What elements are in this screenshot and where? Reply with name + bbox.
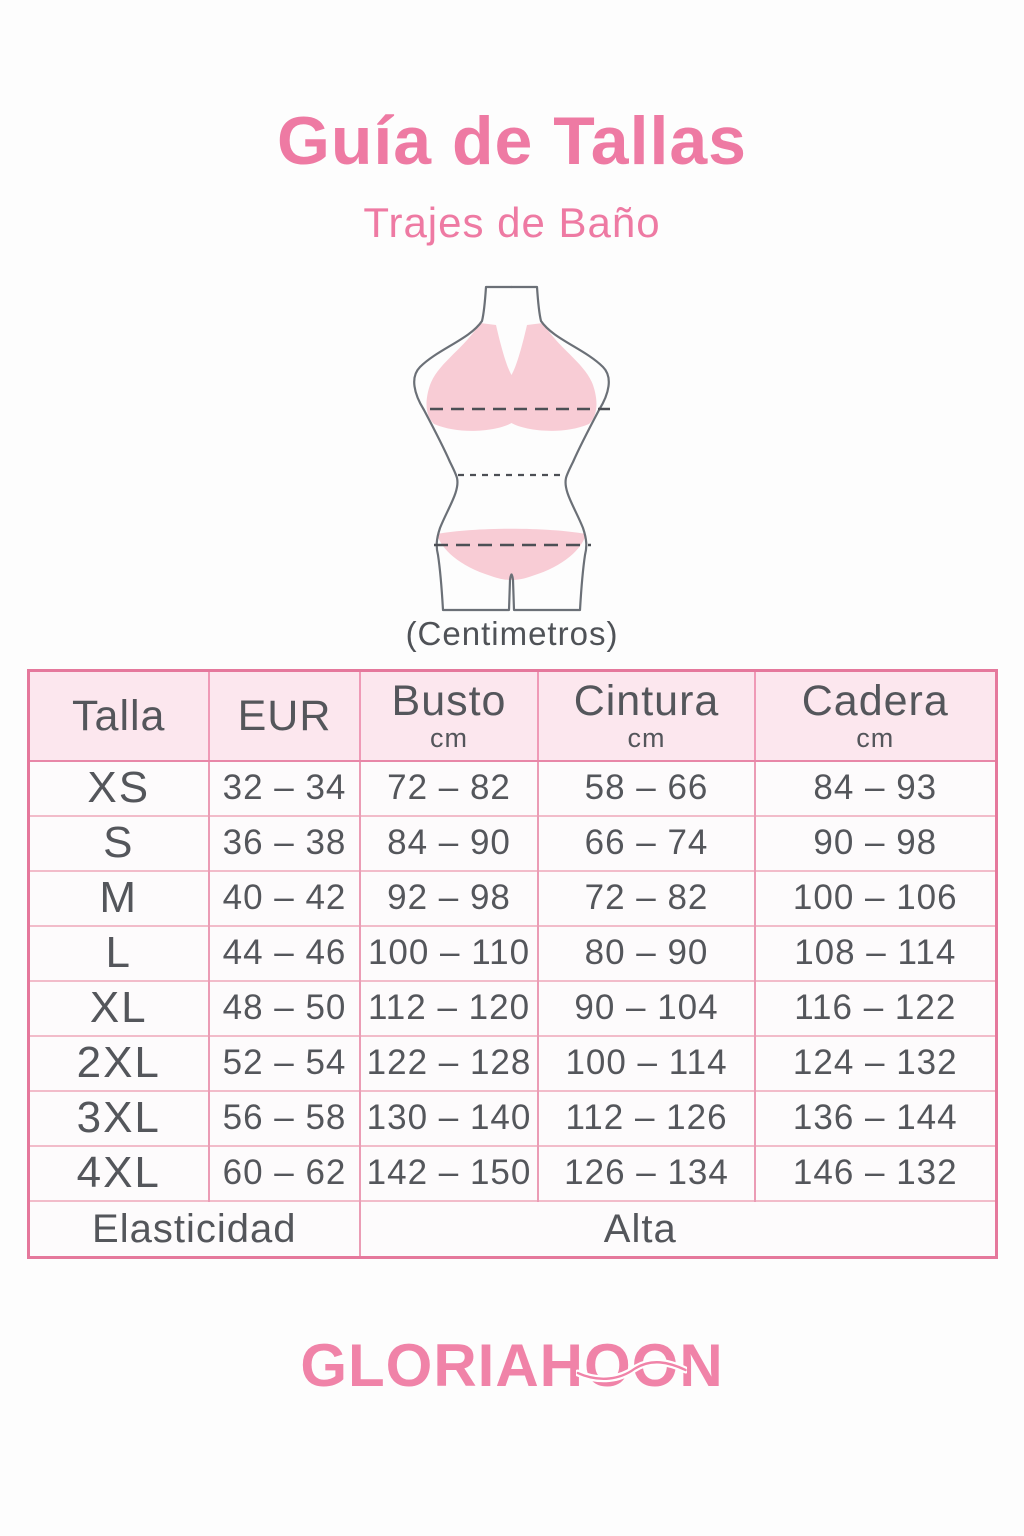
cintura-cell: 72 – 82 (537, 869, 755, 926)
busto-cell: 122 – 128 (359, 1034, 538, 1091)
cadera-cell: 100 – 106 (754, 869, 996, 926)
column-header-talla: Talla (28, 670, 209, 762)
mannequin-diagram (0, 277, 1024, 613)
cadera-cell: 116 – 122 (754, 979, 996, 1036)
page-subtitle: Trajes de Baño (363, 199, 661, 247)
busto-cell: 100 – 110 (359, 924, 538, 981)
brand-logo-suffix: N (679, 1332, 724, 1400)
eur-cell: 40 – 42 (208, 869, 360, 926)
mannequin-bikini-measurement-diagram-icon (413, 286, 610, 612)
size-table: Talla EUR Busto cm Cintura cm Cadera (26, 669, 998, 1260)
eur-cell: 44 – 46 (208, 924, 360, 981)
busto-cell: 130 – 140 (359, 1089, 538, 1146)
busto-cell: 142 – 150 (359, 1144, 538, 1201)
header-row: Talla EUR Busto cm Cintura cm Cadera (28, 670, 996, 762)
column-header-busto: Busto cm (359, 670, 538, 762)
eur-cell: 48 – 50 (208, 979, 360, 1036)
torso-outline (413, 286, 513, 612)
cadera-cell: 146 – 132 (754, 1144, 996, 1201)
elasticity-label: Elasticidad (28, 1199, 360, 1258)
units-label: (Centimetros) (405, 615, 619, 653)
size-cell: L (28, 924, 209, 981)
size-row-xl: XL 48 – 50 112 – 120 90 – 104 116 – 122 (28, 979, 996, 1036)
column-header-eur: EUR (208, 670, 360, 762)
size-row-m: M 40 – 42 92 – 98 72 – 82 100 – 106 (28, 869, 996, 926)
page-title: Guía de Tallas (276, 103, 747, 179)
busto-cell: 112 – 120 (359, 979, 538, 1036)
bikini-bottom-shape (437, 529, 586, 581)
column-header-cintura: Cintura cm (537, 670, 755, 762)
size-row-xs: XS 32 – 34 72 – 82 58 – 66 84 – 93 (28, 760, 996, 816)
cintura-cell: 126 – 134 (537, 1144, 755, 1201)
size-row-s: S 36 – 38 84 – 90 66 – 74 90 – 98 (28, 814, 996, 871)
size-cell: 3XL (28, 1089, 209, 1146)
eur-cell: 52 – 54 (208, 1034, 360, 1091)
cintura-cell: 90 – 104 (537, 979, 755, 1036)
size-cell: S (28, 814, 209, 871)
brand-logo: GLORIAHOO N (0, 1331, 1024, 1400)
cadera-cell: 108 – 114 (754, 924, 996, 981)
elasticity-row: Elasticidad Alta (28, 1199, 996, 1258)
cintura-cell: 100 – 114 (537, 1034, 755, 1091)
cadera-cell: 124 – 132 (754, 1034, 996, 1091)
eur-cell: 32 – 34 (208, 760, 360, 816)
size-cell: XL (28, 979, 209, 1036)
cintura-cell: 58 – 66 (537, 760, 755, 816)
size-cell: 4XL (28, 1144, 209, 1201)
size-cell: XS (87, 763, 151, 813)
busto-cell: 72 – 82 (359, 760, 538, 816)
cadera-cell: 84 – 93 (754, 760, 996, 816)
busto-cell: 92 – 98 (359, 869, 538, 926)
size-cell: 2XL (28, 1034, 209, 1091)
size-row-4xl: 4XL 60 – 62 142 – 150 126 – 134 146 – 13… (28, 1144, 996, 1201)
cintura-cell: 66 – 74 (537, 814, 755, 871)
cintura-cell: 112 – 126 (537, 1089, 755, 1146)
size-row-2xl: 2XL 52 – 54 122 – 128 100 – 114 124 – 13… (28, 1034, 996, 1091)
bikini-top-shape (426, 323, 597, 432)
cadera-cell: 136 – 144 (754, 1089, 996, 1146)
size-row-l: L 44 – 46 100 – 110 80 – 90 108 – 114 (28, 924, 996, 981)
eur-cell: 56 – 58 (208, 1089, 360, 1146)
brand-logo-prefix: GLORIAH (300, 1332, 584, 1400)
eur-cell: 60 – 62 (208, 1144, 360, 1201)
cintura-cell: 80 – 90 (537, 924, 755, 981)
cadera-cell: 90 – 98 (754, 814, 996, 871)
busto-cell: 84 – 90 (359, 814, 538, 871)
elasticity-value: Alta (359, 1199, 996, 1258)
eur-cell: 36 – 38 (208, 814, 360, 871)
brand-logo-oo: OO (583, 1332, 680, 1400)
size-cell: M (28, 869, 209, 926)
size-row-3xl: 3XL 56 – 58 130 – 140 112 – 126 136 – 14… (28, 1089, 996, 1146)
column-header-cadera: Cadera cm (754, 670, 996, 762)
